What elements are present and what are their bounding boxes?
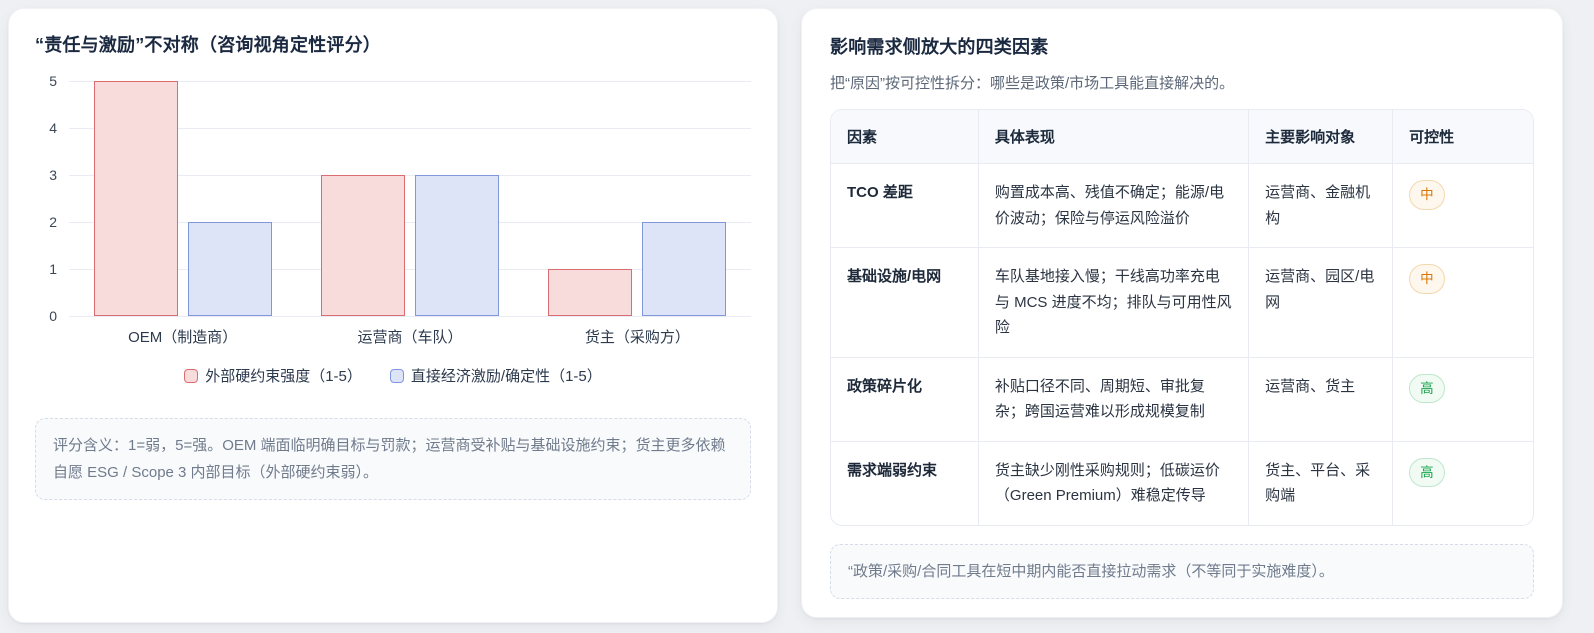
factor-controllability: 高 [1392,440,1533,525]
table-row: 需求端弱约束 货主缺少刚性采购规则；低碳运价（Green Premium）难稳定… [831,440,1533,525]
factor-name: 政策碎片化 [831,356,979,441]
bar-series1-cat1 [414,175,499,316]
table-header-row: 因素 具体表现 主要影响对象 可控性 [831,110,1533,164]
chart-note: 评分含义：1=弱，5=强。OEM 端面临明确目标与罚款；运营商受补贴与基础设施约… [35,418,751,500]
x-category-label: 货主（采购方） [584,329,690,346]
bar-group-1 [296,81,523,316]
factors-table-wrap: 因素 具体表现 主要影响对象 可控性 TCO 差距 购置成本高、残值不确定；能源… [830,109,1534,526]
header-factor: 因素 [831,110,979,164]
factor-detail: 车队基地接入慢；干线高功率充电与 MCS 进度不均；排队与可用性风险 [977,247,1249,357]
factor-detail: 货主缺少刚性采购规则；低碳运价（Green Premium）难稳定传导 [977,440,1249,525]
gridline [69,175,751,176]
header-controllability: 可控性 [1392,110,1533,164]
bar-group-2 [524,81,751,316]
factor-affected: 运营商、园区/电网 [1248,247,1393,357]
y-tick-label: 5 [49,73,57,89]
factor-detail: 购置成本高、残值不确定；能源/电价波动；保险与停运风险溢价 [977,163,1249,248]
x-axis-labels: OEM（制造商） 运营商（车队） 货主（采购方） [69,326,751,347]
y-axis: 0 1 2 3 4 5 [35,73,69,324]
bar-series0-cat2 [548,269,633,316]
factor-controllability: 中 [1392,163,1533,248]
bar-series0-cat0 [93,81,178,316]
bar-group-0 [69,81,296,316]
y-tick-label: 0 [49,308,57,324]
factor-affected: 货主、平台、采购端 [1248,440,1393,525]
bar-chart: 0 1 2 3 4 5 OEM（制造商） 运营商（车队） 货主（采购方） 外部硬约束强度（1-… [35,73,751,386]
chart-legend: 外部硬约束强度（1-5） 直接经济激励/确定性（1-5） [35,365,751,386]
factor-name: 基础设施/电网 [831,247,979,357]
bar-series1-cat2 [642,222,727,316]
gridline [69,316,751,317]
y-tick-label: 2 [49,214,57,230]
x-category-label: OEM（制造商） [128,329,238,346]
factor-controllability: 高 [1392,356,1533,441]
table-row: TCO 差距 购置成本高、残值不确定；能源/电价波动；保险与停运风险溢价 运营商… [831,163,1533,248]
controllability-badge: 高 [1409,373,1445,403]
factor-affected: 运营商、货主 [1248,356,1393,441]
legend-marker-icon [184,368,199,383]
legend-label: 直接经济激励/确定性（1-5） [410,368,602,385]
factor-name: TCO 差距 [847,184,913,201]
controllability-badge: 中 [1409,264,1445,294]
factors-title: 影响需求侧放大的四类因素 [830,37,1049,57]
chart-body: 0 1 2 3 4 5 [35,73,751,324]
factors-table: 因素 具体表现 主要影响对象 可控性 TCO 差距 购置成本高、残值不确定；能源… [831,110,1533,525]
factor-name: 需求端弱约束 [831,440,979,525]
bar-series0-cat1 [320,175,405,316]
table-row: 基础设施/电网 车队基地接入慢；干线高功率充电与 MCS 进度不均；排队与可用性… [831,247,1533,357]
gridline [69,128,751,129]
factor-affected: 运营商、金融机构 [1248,163,1393,248]
controllability-badge: 高 [1409,457,1445,487]
y-tick-label: 1 [49,261,57,277]
gridline [69,81,751,82]
y-tick-label: 3 [49,167,57,183]
legend-label: 外部硬约束强度（1-5） [205,368,362,385]
header-affected: 主要影响对象 [1248,110,1393,164]
gridline [69,222,751,223]
chart-title: “责任与激励”不对称（咨询视角定性评分） [35,35,381,55]
factors-footnote: “政策/采购/合同工具在短中期内能否直接拉动需求（不等同于实施难度）。 [830,543,1534,599]
chart-plot [69,81,751,317]
x-category-label: 运营商（车队） [357,329,463,346]
gridline [69,269,751,270]
legend-marker-icon [389,368,404,383]
factors-subtitle: 把“原因”按可控性拆分：哪些是政策/市场工具能直接解决的。 [830,75,1235,92]
y-tick-label: 4 [49,120,57,136]
legend-item-1[interactable]: 直接经济激励/确定性（1-5） [389,365,602,386]
factor-controllability: 中 [1392,247,1533,357]
controllability-badge: 中 [1409,180,1445,210]
chart-card: “责任与激励”不对称（咨询视角定性评分） 0 1 2 3 4 5 OEM（制造商） 运营商（… [8,8,778,623]
table-row: 政策碎片化 补贴口径不同、周期短、审批复杂；跨国运营难以形成规模复制 运营商、货… [831,356,1533,441]
factors-card: 影响需求侧放大的四类因素 把“原因”按可控性拆分：哪些是政策/市场工具能直接解决… [801,8,1563,618]
header-detail: 具体表现 [977,110,1249,164]
legend-item-0[interactable]: 外部硬约束强度（1-5） [184,365,362,386]
factor-detail: 补贴口径不同、周期短、审批复杂；跨国运营难以形成规模复制 [977,356,1249,441]
bar-series1-cat0 [187,222,272,316]
